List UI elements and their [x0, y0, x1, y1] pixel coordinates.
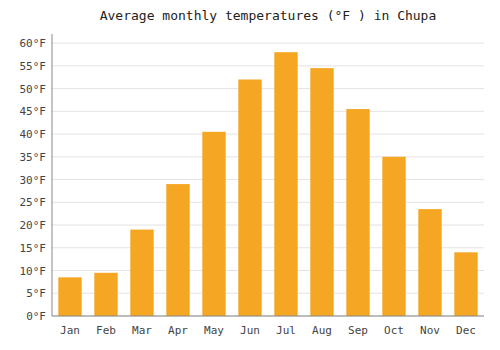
bar [382, 157, 405, 316]
y-tick-label: 45°F [20, 105, 47, 118]
x-tick-label: May [204, 324, 224, 337]
x-tick-label: Jul [276, 324, 296, 337]
grid-line [52, 202, 484, 203]
y-tick-label: 35°F [20, 151, 47, 164]
y-tick-label: 60°F [20, 37, 47, 50]
y-tick-label: 25°F [20, 196, 47, 209]
x-tick-label: Nov [420, 324, 440, 337]
y-axis-line [52, 34, 53, 316]
bar [94, 273, 117, 316]
x-tick-label: Apr [168, 324, 188, 337]
grid-line [52, 179, 484, 180]
bar [454, 252, 477, 316]
x-tick-label: Dec [456, 324, 476, 337]
bar [310, 68, 333, 316]
bar [418, 209, 441, 316]
y-tick-label: 40°F [20, 128, 47, 141]
y-tick-label: 55°F [20, 60, 47, 73]
bars [58, 52, 477, 316]
grid-line [52, 88, 484, 89]
x-tick-labels: Jan Feb Mar Apr May Jun Jul Aug Sep Oct Nov Dec [60, 324, 476, 337]
bar [346, 109, 369, 316]
bar [202, 132, 225, 316]
chart-container: Average monthly temperatures (°F ) in Ch… [0, 0, 500, 350]
bar [166, 184, 189, 316]
y-tick-label: 50°F [20, 83, 47, 96]
x-tick-label: Oct [384, 324, 404, 337]
x-tick-label: Sep [348, 324, 368, 337]
x-tick-label: Aug [312, 324, 332, 337]
y-tick-label: 5°F [26, 287, 46, 300]
y-tick-label: 15°F [20, 242, 47, 255]
bar [130, 230, 153, 316]
y-tick-labels: 0°F 5°F 10°F 15°F 20°F 25°F 30°F 35°F 40°F 45°F 50… [20, 37, 47, 323]
bar [274, 52, 297, 316]
y-tick-label: 20°F [20, 219, 47, 232]
grid-line [52, 65, 484, 66]
chart: Average monthly temperatures (°F ) in Ch… [0, 0, 500, 350]
grid-line [52, 111, 484, 112]
grid [52, 43, 484, 316]
grid-line [52, 316, 484, 317]
x-tick-label: Feb [96, 324, 116, 337]
x-tick-label: Mar [132, 324, 152, 337]
bar [58, 277, 81, 316]
x-tick-label: Jan [60, 324, 80, 337]
grid-line [52, 43, 484, 44]
bar [238, 79, 261, 316]
x-tick-label: Jun [240, 324, 260, 337]
x-axis-line [52, 316, 484, 317]
y-tick-label: 10°F [20, 265, 47, 278]
y-tick-label: 0°F [26, 310, 46, 323]
grid-line [52, 134, 484, 135]
y-tick-label: 30°F [20, 174, 47, 187]
title: Average monthly temperatures (°F ) in Ch… [100, 8, 437, 23]
grid-line [52, 156, 484, 157]
